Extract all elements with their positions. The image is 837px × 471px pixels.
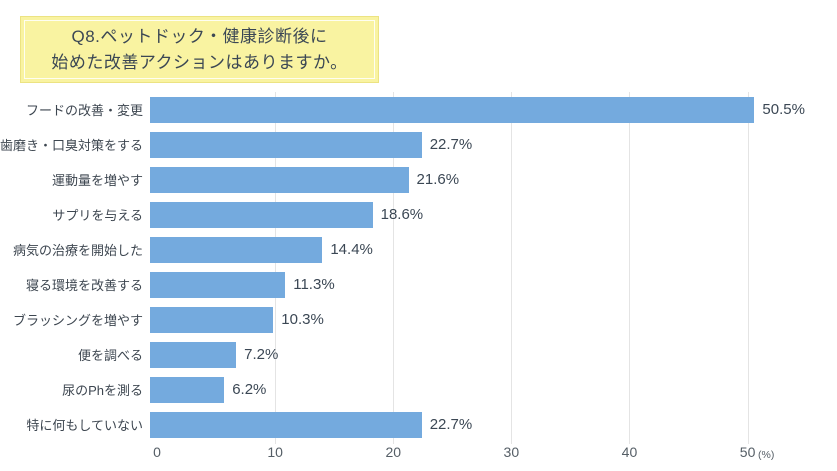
gridline	[747, 92, 749, 444]
bar-track: 21.6%	[150, 162, 837, 197]
bar	[150, 236, 323, 263]
x-axis-unit-label: (%)	[758, 449, 775, 461]
bar-track: 18.6%	[150, 197, 837, 232]
x-axis-tick-label: 50	[739, 444, 756, 460]
category-label: 尿のPhを測る	[62, 383, 143, 398]
value-label: 6.2%	[232, 381, 267, 398]
value-label: 14.4%	[330, 241, 373, 258]
bar	[150, 341, 237, 368]
bar-row: 寝る環境を改善する 11.3%	[0, 267, 837, 302]
x-axis-tick-label: 20	[385, 444, 402, 460]
question-title-line-1: Q8.ペットドック・健康診断後に	[71, 26, 328, 46]
bar-track: 7.2%	[150, 337, 837, 372]
value-label: 10.3%	[281, 311, 324, 328]
gridlines	[157, 92, 835, 444]
x-axis-tick-label: 40	[621, 444, 638, 460]
bar-row: 特に何もしていない 22.7%	[0, 407, 837, 442]
value-label: 7.2%	[244, 346, 279, 363]
category-label: フードの改善・変更	[25, 103, 143, 118]
bar	[150, 166, 409, 193]
bar-rows: フードの改善・変更 50.5% 歯磨き・口臭対策をする 22.7% 運動量を増やす 21.…	[0, 92, 837, 442]
value-label: 50.5%	[762, 101, 805, 118]
bar	[150, 411, 422, 438]
category-label: ブラッシングを増やす	[12, 313, 143, 328]
bar	[150, 131, 422, 158]
bar-row: 病気の治療を開始した 14.4%	[0, 232, 837, 267]
category-label: 便を調べる	[77, 348, 143, 363]
x-axis-tick-label: 0	[153, 444, 161, 460]
bar-row: 歯磨き・口臭対策をする 22.7%	[0, 127, 837, 162]
category-label: 寝る環境を改善する	[25, 278, 143, 293]
bar-row: ブラッシングを増やす 10.3%	[0, 302, 837, 337]
bar-track: 22.7%	[150, 407, 837, 442]
bar	[150, 306, 274, 333]
bar-row: 便を調べる 7.2%	[0, 337, 837, 372]
value-label: 18.6%	[380, 206, 424, 223]
gridline	[393, 92, 395, 444]
question-title-line-2: 始めた改善アクションはありますか。	[51, 52, 348, 72]
gridline	[511, 92, 513, 444]
bar-track: 6.2%	[150, 372, 837, 407]
bar-track: 50.5%	[150, 92, 837, 127]
value-label: 22.7%	[429, 136, 473, 153]
value-label: 11.3%	[293, 276, 335, 293]
x-axis-tick-label: 30	[503, 444, 520, 460]
bar-track: 14.4%	[150, 232, 837, 267]
bar-row: サプリを与える 18.6%	[0, 197, 837, 232]
bar-track: 10.3%	[150, 302, 837, 337]
gridline	[275, 92, 277, 444]
value-label: 21.6%	[416, 171, 460, 188]
value-label: 22.7%	[429, 416, 473, 433]
bar-row: フードの改善・変更 50.5%	[0, 92, 837, 127]
bar-track: 22.7%	[150, 127, 837, 162]
bar-track: 11.3%	[150, 267, 837, 302]
bar	[150, 271, 286, 298]
category-label: 運動量を増やす	[51, 173, 143, 188]
bar-row: 尿のPhを測る 6.2%	[0, 372, 837, 407]
x-axis-tick-label: 10	[267, 444, 283, 460]
bar	[150, 376, 225, 403]
bar	[150, 96, 755, 123]
category-label: 病気の治療を開始した	[12, 243, 143, 258]
gridline	[629, 92, 631, 444]
bar-row: 運動量を増やす 21.6%	[0, 162, 837, 197]
question-title-box: Q8.ペットドック・健康診断後に 始めた改善アクションはありますか。	[20, 16, 379, 83]
category-label: 歯磨き・口臭対策をする	[0, 138, 144, 153]
category-label: サプリを与える	[52, 208, 143, 223]
category-label: 特に何もしていない	[26, 418, 143, 433]
bar	[150, 201, 373, 228]
x-axis: 0 10 20 30 40 50	[0, 444, 837, 466]
